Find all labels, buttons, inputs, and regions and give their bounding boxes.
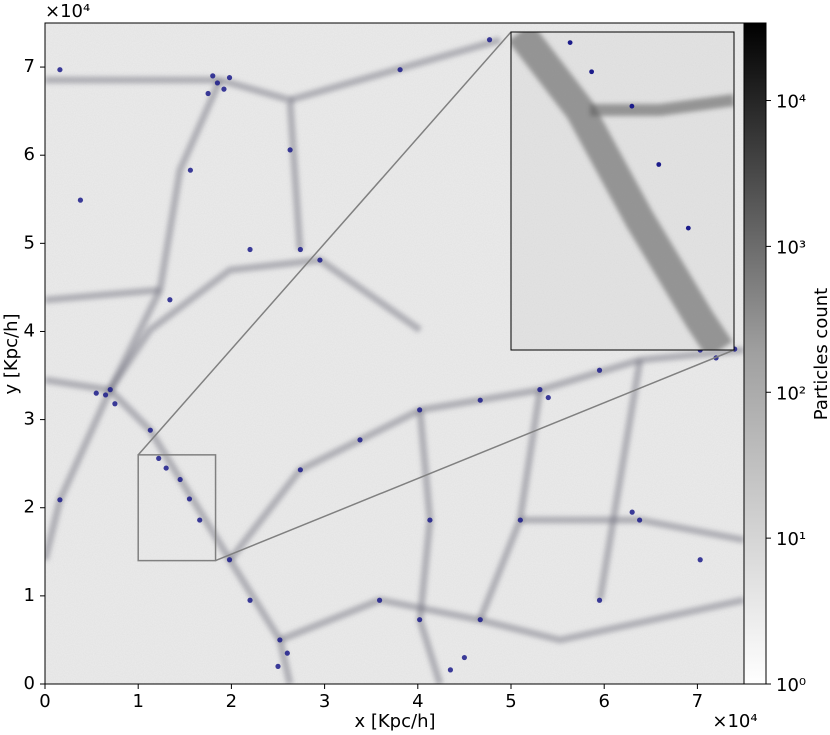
inset-particles — [567, 40, 691, 231]
particle — [447, 667, 454, 673]
particle — [596, 367, 603, 373]
colorbar-tick-label: 10⁰ — [776, 675, 806, 696]
colorbar-tick-label: 10⁴ — [776, 92, 806, 113]
x-tick-label: 5 — [505, 691, 516, 712]
x-axis-label: x [Kpc/h] — [354, 711, 435, 732]
inset-particle — [656, 162, 662, 167]
particle — [297, 246, 303, 253]
particle — [537, 387, 543, 393]
particle — [226, 557, 233, 563]
particle — [205, 90, 211, 97]
particle — [275, 663, 281, 669]
particle — [57, 67, 63, 73]
zoom-region — [137, 454, 217, 562]
particle — [477, 617, 483, 623]
x-tick-label: 0 — [39, 691, 50, 712]
inset-particle — [589, 69, 595, 75]
particle — [112, 401, 118, 407]
particle — [93, 390, 99, 396]
colorbar — [743, 22, 767, 685]
y-tick-label: 6 — [24, 144, 35, 165]
particle — [417, 617, 423, 623]
particle — [177, 476, 183, 483]
inset-particle — [685, 225, 691, 231]
particle — [167, 297, 173, 303]
particles — [57, 37, 738, 673]
particle — [637, 517, 643, 523]
particle — [461, 654, 467, 661]
y-tick-label: 7 — [24, 56, 35, 77]
particle — [397, 67, 403, 73]
y-tick-label: 5 — [24, 232, 35, 253]
x-tick-label: 2 — [226, 691, 237, 712]
particle — [284, 650, 290, 656]
particle — [102, 392, 109, 398]
particle — [545, 394, 551, 401]
particle — [226, 75, 233, 81]
inset — [511, 32, 734, 350]
particle — [210, 73, 216, 79]
particle — [427, 517, 433, 523]
particle — [147, 427, 153, 433]
particle — [486, 37, 493, 43]
particle — [156, 455, 162, 461]
inset-frame — [510, 31, 735, 351]
x-tick-label: 3 — [319, 691, 330, 712]
y-axis-label: y [Kpc/h] — [1, 313, 22, 394]
colorbar-tick-label: 10² — [776, 383, 806, 404]
particle — [287, 147, 293, 153]
colorbar-tick-label: 10³ — [776, 237, 806, 258]
particle — [57, 497, 63, 503]
particle — [187, 167, 193, 173]
particle — [596, 597, 603, 603]
y-tick-label: 0 — [24, 673, 35, 694]
colorbar-label: Particles count — [811, 288, 830, 420]
y-tick-label: 3 — [24, 409, 35, 430]
particle — [247, 246, 253, 253]
x-tick-label: 1 — [132, 691, 143, 712]
colorbar-tick-label: 10¹ — [776, 529, 806, 550]
x-tick-label: 7 — [692, 691, 703, 712]
particle — [186, 496, 193, 502]
y-tick-label: 1 — [24, 585, 35, 606]
x-tick-label: 6 — [598, 691, 609, 712]
particle — [517, 517, 523, 523]
particle — [376, 597, 383, 603]
inset-particle — [567, 40, 573, 45]
x-offset-label: ×10⁴ — [45, 1, 90, 22]
x-tick-label: 4 — [412, 691, 423, 712]
particle — [317, 257, 323, 263]
y-tick-label: 2 — [24, 497, 35, 518]
particle — [357, 437, 363, 443]
particle — [277, 637, 283, 643]
particle — [247, 597, 253, 603]
particle — [477, 397, 483, 403]
connector — [137, 31, 512, 456]
particle — [214, 80, 221, 86]
particle — [629, 509, 635, 515]
particle — [163, 465, 169, 471]
x-offset-label: ×10⁴ — [712, 711, 757, 732]
inset-particle — [629, 103, 635, 109]
particle — [197, 517, 203, 523]
y-tick-label: 4 — [24, 320, 35, 341]
particle — [221, 86, 227, 92]
particle — [77, 197, 84, 203]
particle — [297, 467, 303, 473]
particle — [417, 407, 423, 413]
particle — [697, 557, 703, 563]
particle — [107, 387, 113, 393]
connector — [215, 349, 735, 562]
